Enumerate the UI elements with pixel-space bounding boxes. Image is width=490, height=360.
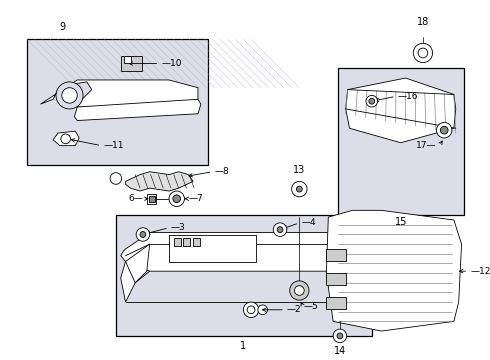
Text: —11: —11 [103, 141, 124, 150]
Bar [121, 56, 142, 71]
Circle shape [110, 173, 122, 184]
Circle shape [136, 228, 149, 241]
Text: —8: —8 [214, 167, 229, 176]
Text: —7: —7 [188, 194, 203, 203]
Text: 6—: 6— [128, 194, 143, 203]
Circle shape [258, 305, 268, 315]
Bar [147, 194, 156, 203]
Polygon shape [53, 131, 79, 146]
Circle shape [244, 302, 259, 318]
Circle shape [366, 95, 378, 107]
Circle shape [294, 285, 304, 295]
Bar [169, 235, 256, 262]
Bar [338, 68, 464, 215]
Circle shape [273, 223, 287, 237]
Bar [148, 196, 154, 202]
Circle shape [437, 122, 452, 138]
Bar [326, 249, 346, 261]
Circle shape [140, 231, 146, 237]
Circle shape [413, 43, 433, 63]
Text: 1: 1 [240, 341, 246, 351]
Circle shape [337, 333, 343, 339]
Circle shape [418, 48, 428, 58]
Circle shape [173, 195, 181, 203]
Bar [27, 40, 208, 165]
Circle shape [277, 227, 283, 233]
Circle shape [292, 181, 307, 197]
Polygon shape [74, 99, 201, 121]
Text: —2: —2 [287, 305, 301, 314]
Bar [123, 56, 131, 63]
Bar [326, 273, 346, 285]
Circle shape [296, 186, 302, 192]
Bar [326, 297, 346, 309]
Text: 15: 15 [394, 217, 407, 227]
Polygon shape [125, 172, 193, 191]
Polygon shape [41, 80, 198, 107]
Text: 17—: 17— [416, 141, 437, 150]
Circle shape [62, 88, 77, 103]
Text: —3: —3 [171, 223, 186, 232]
Text: —4: —4 [301, 219, 316, 228]
Circle shape [247, 306, 255, 314]
Circle shape [333, 329, 346, 343]
Bar [183, 238, 190, 246]
Circle shape [369, 98, 375, 104]
Polygon shape [121, 233, 362, 271]
Circle shape [61, 134, 71, 144]
Text: —5: —5 [303, 302, 318, 311]
Circle shape [169, 191, 184, 207]
Text: —10: —10 [161, 59, 182, 68]
Circle shape [56, 82, 83, 109]
Text: 14: 14 [334, 346, 346, 356]
Text: —16: —16 [398, 92, 418, 101]
Text: —12: —12 [470, 267, 490, 276]
Circle shape [290, 281, 309, 300]
Bar [193, 238, 200, 246]
Text: 9: 9 [60, 22, 66, 32]
Circle shape [441, 126, 448, 134]
Bar [116, 215, 372, 336]
Bar [174, 238, 181, 246]
Text: 13: 13 [293, 165, 305, 175]
Polygon shape [121, 244, 149, 302]
Polygon shape [326, 210, 462, 331]
Text: 18: 18 [417, 17, 429, 27]
Polygon shape [346, 78, 456, 143]
